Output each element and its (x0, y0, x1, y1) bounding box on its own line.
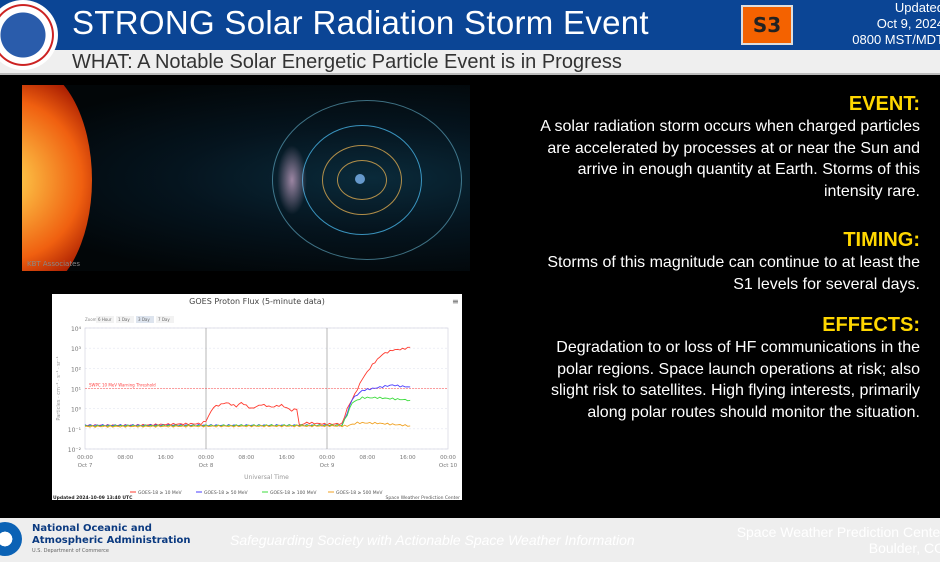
x-tick-date: Oct 10 (439, 463, 458, 469)
timing-heading: TIMING: (843, 229, 920, 251)
x-tick-date: Oct 7 (78, 463, 93, 469)
series-line-2 (84, 396, 411, 428)
chart-credit: Space Weather Prediction Center (386, 495, 461, 500)
x-tick-label: 08:00 (117, 455, 133, 461)
legend-item: GOES-18 ≥ 50 MeV (204, 490, 249, 496)
effects-body: Degradation to or loss of HF communicati… (550, 339, 920, 421)
earth-graphic (355, 174, 365, 184)
series-line-3 (84, 421, 411, 428)
y-axis-label: Particles · cm⁻² · s⁻¹ · sr⁻¹ (56, 356, 62, 420)
x-tick-label: 00:00 (440, 455, 456, 461)
magnetosphere-image: KBT Associates (22, 85, 470, 271)
y-tick-label: 10⁻¹ (68, 427, 82, 434)
chart-title: GOES Proton Flux (5-minute data) (189, 297, 325, 306)
series-line-1 (84, 384, 411, 427)
updated-time: 0800 MST/MDT (852, 32, 940, 47)
bow-shock (277, 145, 307, 215)
timing-body: Storms of this magnitude can continue to… (547, 254, 920, 293)
zoom-button-bg (156, 316, 174, 323)
y-tick-label: 10¹ (71, 387, 82, 394)
storm-scale-badge: S3 (741, 5, 793, 45)
swpc-name: Space Weather Prediction Center Boulder, … (737, 524, 940, 556)
noaa-line1: National Oceanic and (32, 523, 152, 534)
sun-graphic (22, 85, 92, 271)
slogan: Safeguarding Society with Actionable Spa… (230, 532, 635, 548)
image-credit: KBT Associates (27, 260, 81, 268)
chart-svg: GOES Proton Flux (5-minute data) ≡ Zoom 6 H… (53, 297, 461, 501)
noaa-logo-icon (0, 522, 22, 556)
threshold-label: SWPC 10 MeV Warning Threshold (89, 383, 156, 388)
zoom-label: Zoom (85, 317, 97, 322)
x-tick-date: Oct 9 (320, 463, 335, 469)
org-line1: Space Weather Prediction Center (736, 524, 940, 540)
header-bar: STRONG Solar Radiation Storm Event S3 Up… (0, 0, 940, 50)
y-tick-label: 10³ (71, 346, 82, 353)
y-tick-label: 10⁰ (71, 407, 82, 414)
zoom-button-3-day[interactable]: 3 Day (138, 317, 150, 322)
y-tick-label: 10⁻² (68, 447, 82, 454)
zoom-button-bg (96, 316, 114, 323)
x-tick-label: 16:00 (158, 455, 174, 461)
subtitle: WHAT: A Notable Solar Energetic Particle… (72, 51, 622, 73)
x-tick-label: 16:00 (279, 455, 295, 461)
info-panel: EVENT: A solar radiation storm occurs wh… (540, 92, 920, 434)
zoom-button-bg (136, 316, 154, 323)
x-tick-label: 08:00 (238, 455, 254, 461)
org-line2: Boulder, CO (868, 540, 940, 556)
event-heading: EVENT: (848, 93, 920, 115)
x-tick-label: 16:00 (400, 455, 416, 461)
chart-updated: Updated 2024-10-09 13:40 UTC (53, 495, 133, 500)
x-tick-label: 08:00 (359, 455, 375, 461)
y-tick-label: 10² (71, 366, 82, 373)
zoom-button-6-hour[interactable]: 6 Hour (98, 317, 112, 322)
page-title: STRONG Solar Radiation Storm Event (72, 4, 649, 41)
chart-menu-icon: ≡ (452, 297, 459, 306)
zoom-button-1-day[interactable]: 1 Day (118, 317, 130, 322)
y-tick-label: 10⁴ (71, 326, 82, 333)
zoom-button-bg (116, 316, 134, 323)
legend-item: GOES-18 ≥ 500 MeV (336, 490, 383, 496)
updated-info: Updated Oct 9, 2024 0800 MST/MDT (852, 0, 940, 48)
subtitle-bar: WHAT: A Notable Solar Energetic Particle… (0, 50, 940, 75)
footer: National Oceanic and Atmospheric Administ… (0, 518, 940, 562)
noaa-line2: Atmospheric Administration (32, 535, 191, 546)
x-tick-label: 00:00 (198, 455, 214, 461)
x-tick-label: 00:00 (77, 455, 93, 461)
x-tick-label: 00:00 (319, 455, 335, 461)
legend-item: GOES-18 ≥ 100 MeV (270, 490, 317, 496)
noaa-department: U.S. Department of Commerce (32, 548, 109, 554)
legend-item: GOES-18 ≥ 10 MeV (138, 490, 183, 496)
x-tick-date: Oct 8 (199, 463, 214, 469)
field-line (272, 100, 462, 260)
noaa-name: National Oceanic and Atmospheric Administ… (32, 523, 191, 547)
updated-date: Oct 9, 2024 (876, 16, 940, 31)
proton-flux-chart: GOES Proton Flux (5-minute data) ≡ Zoom 6 H… (52, 294, 462, 501)
nws-logo-icon (0, 0, 58, 70)
x-axis-label: Universal Time (244, 474, 289, 481)
updated-label: Updated (894, 0, 940, 15)
event-body: A solar radiation storm occurs when char… (540, 118, 920, 200)
effects-heading: EFFECTS: (822, 314, 920, 336)
zoom-button-7-day[interactable]: 7 Day (158, 317, 170, 322)
